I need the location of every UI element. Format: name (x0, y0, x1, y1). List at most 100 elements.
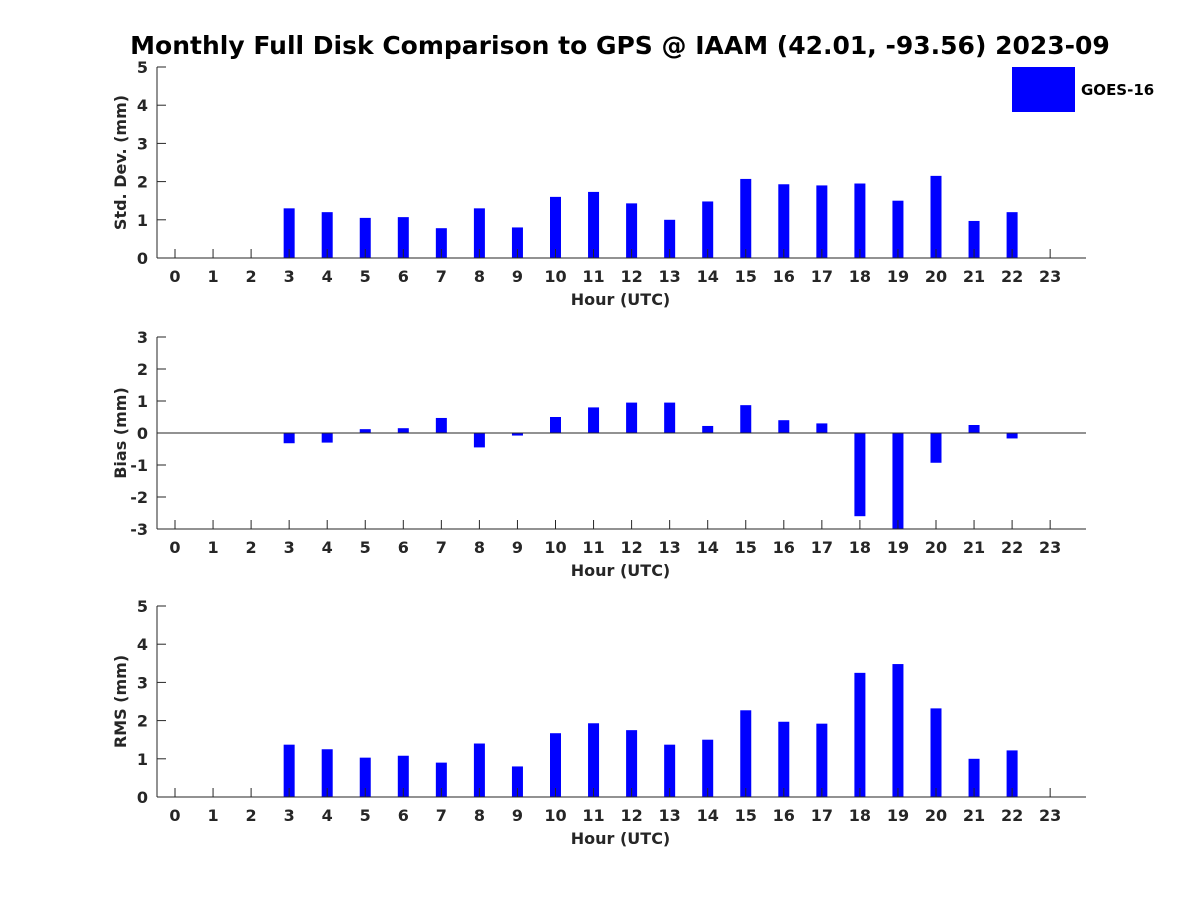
rms-xtick-label: 11 (582, 806, 604, 825)
bias-xtick-label: 17 (811, 538, 833, 557)
std-dev-xtick-label: 5 (360, 267, 371, 286)
bias-ytick-label: 1 (137, 392, 148, 411)
bias-ytick-label: 2 (137, 360, 148, 379)
std-dev-xtick-label: 18 (849, 267, 871, 286)
std-dev-xtick-label: 15 (735, 267, 757, 286)
rms-xtick-label: 1 (207, 806, 218, 825)
rms-bar-hour-13 (664, 744, 676, 797)
bias-xtick-label: 3 (284, 538, 295, 557)
std-dev-ytick-label: 0 (137, 249, 148, 268)
bias-xtick-label: 21 (963, 538, 985, 557)
rms-ytick-label: 3 (137, 673, 148, 692)
bias-bar-hour-17 (816, 423, 828, 433)
rms-ytick-label: 5 (137, 597, 148, 616)
rms-xtick-label: 4 (322, 806, 333, 825)
std-dev-bar-hour-6 (397, 217, 409, 258)
rms-bar-hour-22 (1006, 750, 1018, 797)
rms-xtick-label: 19 (887, 806, 909, 825)
rms-bar-hour-21 (968, 758, 980, 797)
std-dev-xtick-label: 1 (207, 267, 218, 286)
rms-bar-hour-6 (397, 755, 409, 797)
bias-xtick-label: 20 (925, 538, 947, 557)
std-dev-bar-hour-10 (550, 196, 561, 258)
legend: GOES-16 (1012, 67, 1154, 112)
std-dev-bar-hour-12 (626, 203, 638, 258)
bias-ytick-label: 3 (137, 328, 148, 347)
bias-bar-hour-13 (664, 402, 676, 433)
bias-bar-hour-22 (1006, 433, 1018, 439)
bias-xtick-label: 8 (474, 538, 485, 557)
rms-bar-hour-17 (816, 723, 828, 797)
std-dev-xtick-label: 4 (322, 267, 333, 286)
std-dev-xtick-label: 6 (398, 267, 409, 286)
bias-bar-hour-11 (588, 407, 600, 433)
bias-bar-hour-7 (435, 417, 447, 433)
rms-bar-hour-19 (892, 664, 904, 797)
std-dev-xtick-label: 12 (620, 267, 642, 286)
bias-bar-hour-16 (778, 420, 790, 433)
legend-label: GOES-16 (1081, 81, 1154, 99)
std-dev-xtick-label: 19 (887, 267, 909, 286)
std-dev-xtick-label: 22 (1001, 267, 1023, 286)
rms-xtick-label: 12 (620, 806, 642, 825)
rms-xtick-label: 8 (474, 806, 485, 825)
std-dev-bar-hour-8 (473, 208, 485, 258)
rms-bar-hour-12 (626, 730, 638, 797)
bias-xtick-label: 1 (207, 538, 218, 557)
bias-xtick-label: 14 (697, 538, 719, 557)
std-dev-bar-hour-11 (588, 191, 600, 258)
rms-xtick-label: 20 (925, 806, 947, 825)
std-dev-bar-hour-13 (664, 219, 676, 258)
std-dev-xtick-label: 11 (582, 267, 604, 286)
rms-xtick-label: 21 (963, 806, 985, 825)
bias-bar-hour-3 (283, 433, 295, 444)
std-dev-bar-hour-21 (968, 220, 980, 258)
bias-xtick-label: 12 (620, 538, 642, 557)
bias-xtick-label: 0 (169, 538, 180, 557)
rms-xtick-label: 22 (1001, 806, 1023, 825)
rms-xtick-label: 23 (1039, 806, 1061, 825)
std-dev-xtick-label: 3 (284, 267, 295, 286)
bias-xtick-label: 4 (322, 538, 333, 557)
rms-bar-hour-7 (435, 762, 447, 797)
std-dev-xtick-label: 2 (246, 267, 257, 286)
bias-xtick-label: 13 (659, 538, 681, 557)
bias-xlabel: Hour (UTC) (571, 561, 671, 580)
bias-bar-hour-15 (740, 405, 752, 433)
rms-xtick-label: 16 (773, 806, 795, 825)
bias-xtick-label: 5 (360, 538, 371, 557)
rms-xtick-label: 3 (284, 806, 295, 825)
std-dev-bar-hour-20 (930, 175, 942, 258)
bias-xtick-label: 16 (773, 538, 795, 557)
rms-xtick-label: 2 (246, 806, 257, 825)
bias-bar-hour-12 (626, 402, 638, 433)
std-dev-bar-hour-3 (283, 208, 295, 258)
bias-xtick-label: 22 (1001, 538, 1023, 557)
bias-bar-hour-21 (968, 425, 980, 433)
std-dev-bar-hour-4 (321, 212, 333, 258)
std-dev-xtick-label: 7 (436, 267, 447, 286)
bias-bar-hour-6 (397, 428, 409, 433)
std-dev-bar-hour-18 (854, 183, 866, 258)
rms-xtick-label: 13 (659, 806, 681, 825)
bias-bar-hour-14 (702, 425, 714, 433)
rms-bar-hour-20 (930, 708, 942, 797)
bias-bar-hour-19 (892, 433, 904, 529)
bias-xtick-label: 19 (887, 538, 909, 557)
bias-bar-hour-8 (473, 433, 485, 448)
bias-xtick-label: 18 (849, 538, 871, 557)
rms-ytick-label: 1 (137, 750, 148, 769)
rms-bar-hour-16 (778, 721, 790, 797)
std-dev-xtick-label: 8 (474, 267, 485, 286)
rms-xlabel: Hour (UTC) (571, 829, 671, 848)
std-dev-bar-hour-16 (778, 184, 790, 258)
bias-ytick-label: -2 (130, 488, 148, 507)
rms-xtick-label: 18 (849, 806, 871, 825)
rms-bar-hour-4 (321, 749, 333, 797)
rms-xtick-label: 7 (436, 806, 447, 825)
rms-bar-hour-10 (550, 733, 561, 797)
std-dev-xtick-label: 14 (697, 267, 719, 286)
